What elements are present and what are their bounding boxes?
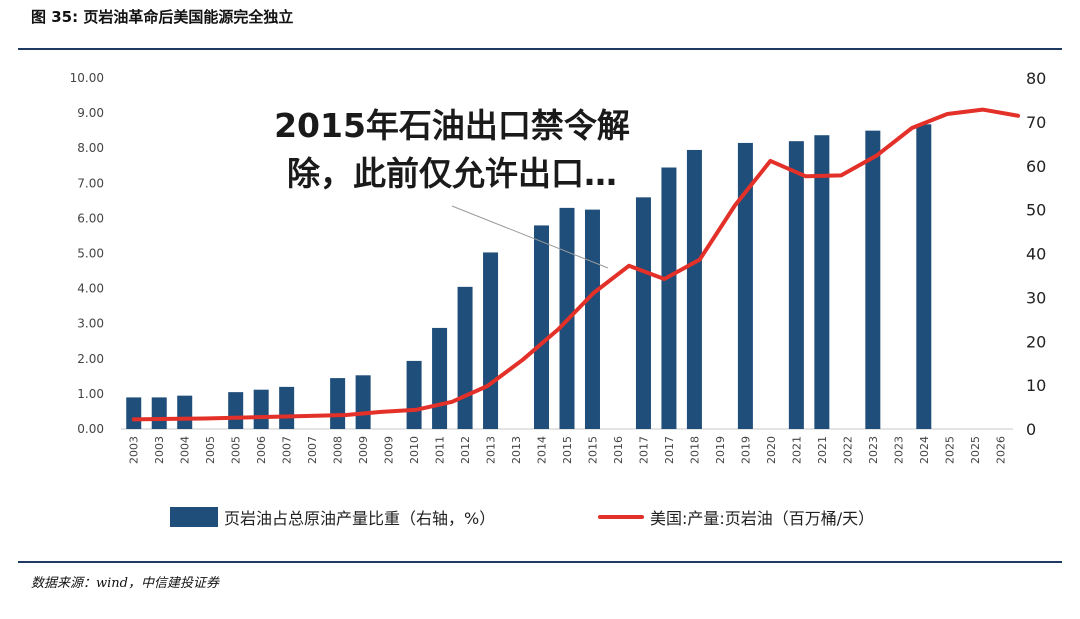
x-tick-label: 2009 <box>357 436 370 464</box>
bar <box>916 124 932 429</box>
footer-rule <box>18 561 1062 563</box>
bar <box>151 397 167 429</box>
x-tick-label: 2012 <box>459 436 472 464</box>
x-tick-label: 2008 <box>332 436 345 464</box>
bar <box>584 209 600 429</box>
y-right-tick-label: 40 <box>1026 245 1046 264</box>
bar <box>686 149 702 429</box>
x-tick-label: 2003 <box>153 436 166 464</box>
y-right-tick-label: 20 <box>1026 332 1046 351</box>
legend-line-label: 美国:产量:页岩油（百万桶/天） <box>650 509 875 528</box>
figure-title: 图 35: 页岩油革命后美国能源完全独立 <box>31 8 294 26</box>
y-left-tick-label: 3.00 <box>77 317 104 331</box>
source-note: 数据来源：wind，中信建投证券 <box>31 576 219 591</box>
y-left-tick-label: 8.00 <box>77 141 104 155</box>
bar <box>457 286 473 429</box>
x-tick-label: 2017 <box>663 436 676 464</box>
bar <box>483 252 499 429</box>
x-tick-label: 2014 <box>536 436 549 464</box>
bar <box>865 130 881 429</box>
x-tick-label: 2011 <box>434 436 447 464</box>
x-tick-label: 2021 <box>790 436 803 464</box>
bar <box>406 360 422 429</box>
y-right-tick-label: 30 <box>1026 288 1046 307</box>
bar <box>279 386 295 429</box>
x-tick-label: 2020 <box>765 436 778 464</box>
bar <box>432 327 448 429</box>
y-left-tick-label: 5.00 <box>77 247 104 261</box>
x-tick-label: 2013 <box>485 436 498 464</box>
x-tick-label: 2009 <box>383 436 396 464</box>
x-tick-label: 2017 <box>637 436 650 464</box>
bar <box>253 389 269 429</box>
x-tick-label: 2024 <box>918 436 931 464</box>
legend-item-line: 美国:产量:页岩油（百万桶/天） <box>598 505 874 529</box>
bar <box>534 225 550 429</box>
x-tick-label: 2023 <box>892 436 905 464</box>
x-tick-label: 2007 <box>306 436 319 464</box>
x-tick-label: 2023 <box>867 436 880 464</box>
x-tick-label: 2025 <box>969 436 982 464</box>
bar <box>788 141 804 429</box>
x-tick-label: 2026 <box>994 436 1007 464</box>
y-left-tick-label: 0.00 <box>77 422 104 436</box>
y-left-tick-label: 10.00 <box>70 71 104 85</box>
y-left-tick-label: 4.00 <box>77 282 104 296</box>
chart-annotation: 2015年石油出口禁令解 除，此前仅允许出口… <box>262 102 642 198</box>
bar <box>635 197 651 429</box>
x-tick-label: 2018 <box>688 436 701 464</box>
bar <box>228 392 244 429</box>
x-tick-label: 2004 <box>179 436 192 464</box>
x-tick-label: 2022 <box>841 436 854 464</box>
y-right-tick-label: 80 <box>1026 69 1046 88</box>
y-left-tick-label: 6.00 <box>77 211 104 225</box>
annotation-line-2: 除，此前仅允许出口… <box>287 154 617 193</box>
line-series <box>131 107 1020 422</box>
x-tick-label: 2013 <box>510 436 523 464</box>
y-left-tick-label: 7.00 <box>77 176 104 190</box>
legend-bar-swatch <box>170 507 218 527</box>
title-rule <box>18 48 1062 50</box>
x-tick-label: 2015 <box>586 436 599 464</box>
x-tick-label: 2005 <box>230 436 243 464</box>
x-tick-label: 2019 <box>714 436 727 464</box>
annotation-leader <box>451 205 609 269</box>
x-tick-label: 2010 <box>408 436 421 464</box>
x-tick-label: 2005 <box>204 436 217 464</box>
bar <box>814 135 830 429</box>
x-tick-label: 2016 <box>612 436 625 464</box>
x-tick-label: 2006 <box>255 436 268 464</box>
y-left-tick-label: 1.00 <box>77 387 104 401</box>
annotation-line-1: 2015年石油出口禁令解 <box>274 106 630 145</box>
y-right-tick-label: 60 <box>1026 157 1046 176</box>
bar <box>737 142 753 429</box>
y-right-tick-label: 0 <box>1026 420 1036 439</box>
x-tick-label: 2019 <box>739 436 752 464</box>
x-tick-label: 2007 <box>281 436 294 464</box>
bar <box>177 395 193 429</box>
y-right-tick-label: 50 <box>1026 201 1046 220</box>
x-tick-label: 2015 <box>561 436 574 464</box>
x-tick-label: 2003 <box>128 436 141 464</box>
y-right-tick-label: 10 <box>1026 376 1046 395</box>
combo-chart: 0.00 1.00 2.00 3.00 4.00 5.00 6.00 7.00 8.00 9.00… <box>70 69 1047 464</box>
bar <box>126 397 142 429</box>
bar <box>355 375 371 429</box>
y-left-tick-label: 9.00 <box>77 106 104 120</box>
x-tick-label: 2025 <box>943 436 956 464</box>
legend-line-swatch <box>598 515 644 519</box>
legend-bar-label: 页岩油占总原油产量比重（右轴，%） <box>224 509 496 528</box>
x-tick-label: 2021 <box>816 436 829 464</box>
bar <box>661 167 677 429</box>
y-left-tick-label: 2.00 <box>77 352 104 366</box>
bar <box>330 378 346 429</box>
y-right-tick-label: 70 <box>1026 113 1046 132</box>
legend-item-bar: 页岩油占总原油产量比重（右轴，%） <box>170 505 495 529</box>
